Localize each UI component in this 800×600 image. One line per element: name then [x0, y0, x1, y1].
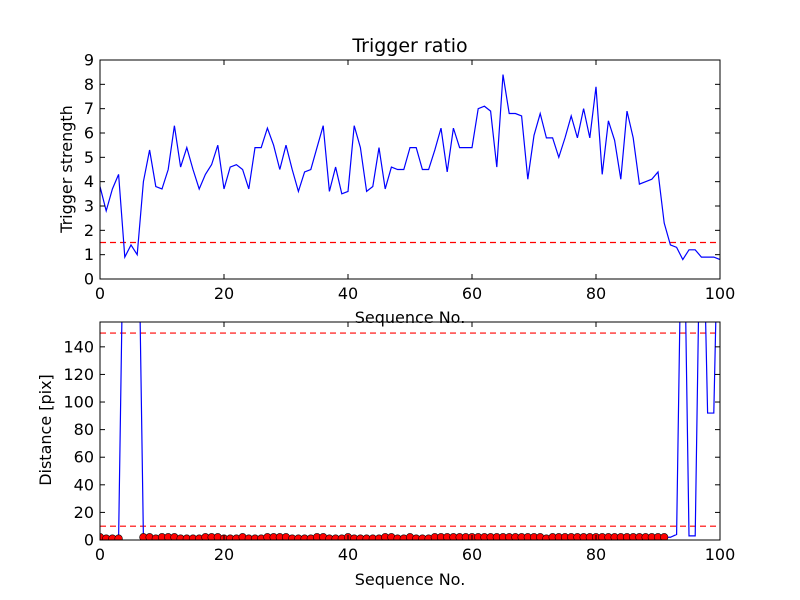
bottom-y-axis-label: Distance [pix] — [36, 374, 55, 486]
distance-plot: Sequence No. Distance [pix] 0 20 40 60 80 100… — [36, 321, 735, 589]
bottom-y-tick-label: 20 — [74, 503, 94, 522]
top-y-axis-label: Trigger strength — [57, 105, 76, 234]
bottom-y-tick-label: 0 — [84, 531, 94, 550]
top-x-tick-label: 80 — [586, 284, 606, 303]
top-y-tick-label: 6 — [84, 124, 94, 143]
top-y-tick-label: 4 — [84, 172, 94, 191]
bottom-plot-frame — [99, 321, 721, 541]
top-y-tick-label: 2 — [84, 221, 94, 240]
top-x-tick-label: 20 — [214, 284, 234, 303]
top-y-tick-label: 0 — [84, 270, 94, 289]
top-y-tick-label: 7 — [84, 99, 94, 118]
bottom-x-tick-label: 80 — [586, 545, 606, 564]
bottom-x-tick-label: 40 — [338, 545, 358, 564]
bottom-y-tick-label: 120 — [63, 365, 94, 384]
top-x-tick-label: 40 — [338, 284, 358, 303]
top-clipped-area — [100, 74, 720, 261]
bottom-y-tick-label: 40 — [74, 475, 94, 494]
bottom-y-tick-label: 140 — [63, 337, 94, 356]
bottom-x-axis-label: Sequence No. — [355, 570, 466, 589]
bottom-x-tick-label: 20 — [214, 545, 234, 564]
top-chart-title: Trigger ratio — [351, 35, 467, 57]
top-x-tick-label: 100 — [705, 284, 736, 303]
bottom-marker-point — [114, 534, 123, 540]
bottom-ticks-group: 0 20 40 60 80 100 0 20 40 60 80 100 120 140 — [63, 322, 735, 564]
top-y-tick-label: 8 — [84, 75, 94, 94]
bottom-y-tick-label: 80 — [74, 420, 94, 439]
top-x-axis-label: Sequence No. — [355, 308, 466, 327]
bottom-y-tick-label: 60 — [74, 448, 94, 467]
bottom-x-tick-label: 60 — [462, 545, 482, 564]
top-y-tick-label: 1 — [84, 245, 94, 264]
bottom-x-tick-label: 100 — [705, 545, 736, 564]
top-series-line-0 — [100, 74, 720, 261]
bottom-series-group — [100, 322, 720, 540]
top-y-tick-label: 5 — [84, 148, 94, 167]
bottom-clipped-area — [100, 322, 720, 540]
bottom-marker-point — [660, 533, 669, 540]
top-x-tick-label: 0 — [95, 284, 105, 303]
top-y-tick-label: 3 — [84, 197, 94, 216]
bottom-x-tick-label: 0 — [95, 545, 105, 564]
top-plot-frame — [99, 59, 721, 280]
top-series-group — [100, 74, 720, 261]
bottom-y-tick-label: 100 — [63, 393, 94, 412]
top-x-tick-label: 60 — [462, 284, 482, 303]
top-y-tick-label: 9 — [84, 51, 94, 70]
trigger-ratio-plot: Trigger ratio Sequence No. Trigger stren… — [57, 35, 735, 327]
top-ticks-group: 0 20 40 60 80 100 0 1 2 3 4 5 6 7 8 9 — [84, 51, 735, 304]
